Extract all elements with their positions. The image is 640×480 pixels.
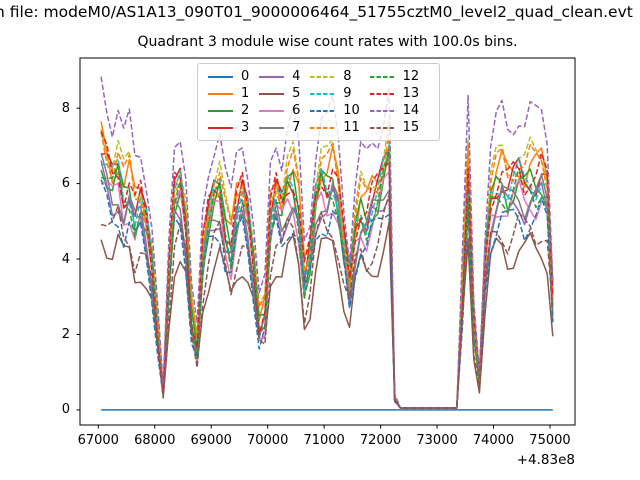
- legend-label: 5: [292, 85, 301, 101]
- legend-line-sample: [310, 92, 336, 95]
- legend-item-6: 6: [259, 102, 310, 118]
- legend-line-sample: [208, 126, 233, 129]
- x-tick-label: 68000: [134, 433, 176, 448]
- legend-label: 15: [402, 119, 420, 135]
- x-tick-label: 72000: [359, 433, 402, 448]
- series-line-12: [100, 151, 554, 409]
- series-line-9: [101, 144, 554, 409]
- legend-line-sample: [208, 75, 233, 78]
- y-tick-label: 0: [61, 402, 70, 418]
- legend-item-15: 15: [369, 119, 429, 135]
- legend-line-sample: [369, 109, 395, 112]
- legend-label: 14: [402, 102, 420, 118]
- legend-line-sample: [208, 92, 233, 95]
- legend-line-sample: [310, 75, 336, 78]
- legend-label: 1: [241, 85, 250, 101]
- legend-item-2: 2: [208, 102, 259, 118]
- x-tick-label: 67000: [77, 433, 119, 448]
- legend-item-13: 13: [369, 85, 429, 101]
- legend-label: 12: [402, 68, 420, 84]
- x-tick-label: 69000: [190, 433, 232, 448]
- legend-label: 0: [241, 68, 250, 84]
- legend-line-sample: [310, 109, 336, 112]
- axes-spines: [79, 57, 576, 426]
- y-tick-label: 4: [61, 251, 70, 267]
- legend-line-sample: [369, 75, 395, 78]
- legend-line-sample: [208, 109, 233, 112]
- y-tick-label: 2: [61, 326, 70, 342]
- legend-label: 4: [292, 68, 301, 84]
- y-tick-label: 6: [61, 176, 70, 192]
- legend-item-11: 11: [310, 119, 369, 135]
- legend-item-10: 10: [310, 102, 369, 118]
- y-tick-label: 8: [61, 100, 70, 116]
- legend-label: 8: [343, 68, 352, 84]
- legend-item-14: 14: [369, 102, 429, 118]
- legend-label: 9: [343, 85, 352, 101]
- legend-label: 3: [241, 119, 250, 135]
- legend-item-3: 3: [208, 119, 259, 135]
- series-line-13: [100, 131, 554, 409]
- legend-item-7: 7: [259, 119, 310, 135]
- legend-label: 2: [241, 102, 250, 118]
- legend-item-1: 1: [208, 85, 259, 101]
- series-line-5: [100, 221, 554, 409]
- legend: 0 1 2 3 4 5 6 7 8 9 10 11 12 13 14 15: [197, 63, 440, 141]
- legend-item-12: 12: [369, 68, 429, 84]
- axes-title: Quadrant 3 module wise count rates with …: [137, 34, 518, 50]
- legend-line-sample: [259, 109, 285, 112]
- legend-label: 7: [292, 119, 301, 135]
- legend-item-0: 0: [208, 68, 259, 84]
- legend-line-sample: [369, 126, 395, 129]
- legend-label: 10: [343, 102, 360, 118]
- legend-line-sample: [369, 92, 395, 95]
- legend-line-sample: [259, 75, 285, 78]
- x-tick-label: 71000: [303, 433, 345, 448]
- legend-label: 13: [402, 85, 420, 101]
- legend-label: 11: [343, 119, 360, 135]
- x-tick-label: 74000: [472, 433, 515, 448]
- x-tick-label: 70000: [246, 433, 289, 448]
- legend-item-8: 8: [310, 68, 369, 84]
- figure-suptitle: n file: modeM0/AS1A13_090T01_9000006464_…: [0, 3, 633, 21]
- legend-item-9: 9: [310, 85, 369, 101]
- x-axis-offset-text: +4.83e8: [516, 452, 575, 468]
- legend-item-5: 5: [259, 85, 310, 101]
- x-tick-label: 73000: [416, 433, 458, 448]
- legend-item-4: 4: [259, 68, 310, 84]
- legend-line-sample: [259, 126, 285, 129]
- legend-line-sample: [310, 126, 336, 129]
- legend-label: 6: [292, 102, 301, 118]
- legend-line-sample: [259, 92, 285, 95]
- x-tick-label: 75000: [529, 433, 571, 448]
- series-line-15: [100, 193, 554, 409]
